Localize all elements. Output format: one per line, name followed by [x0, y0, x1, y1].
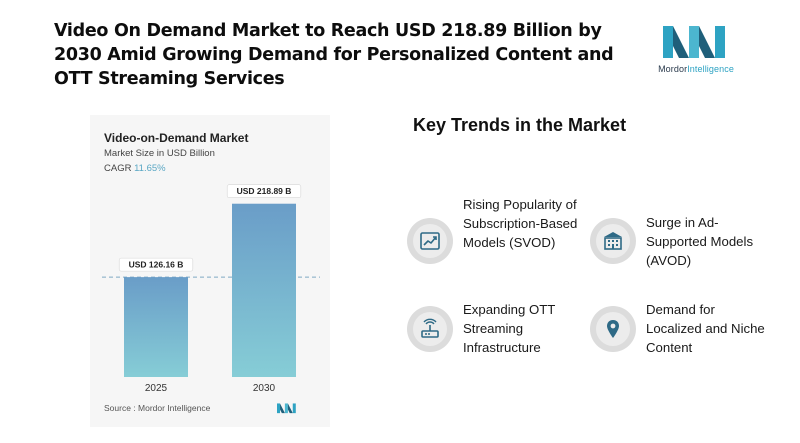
growth-chart-icon: [420, 232, 440, 250]
x-tick-label: 2025: [145, 383, 168, 394]
cagr-label: CAGR: [104, 163, 132, 174]
chart-source: Source : Mordor Intelligence: [104, 403, 211, 413]
value-label: USD 218.89 B: [237, 186, 292, 196]
mordor-intelligence-logo: MordorIntelligence: [648, 22, 744, 82]
trend-text: Expanding OTT Streaming Infrastructure: [463, 302, 556, 355]
chart-title: Video-on-Demand Market: [104, 131, 249, 145]
bar-2025: [124, 277, 188, 377]
logo-text: MordorIntelligence: [648, 64, 744, 74]
trend-item-avod: Surge in Ad-Supported Models (AVOD): [590, 210, 770, 280]
cagr-value: 11.65%: [134, 163, 166, 174]
value-label-box: [118, 257, 194, 272]
trend-item-svod: Rising Popularity of Subscription-Based …: [407, 195, 577, 295]
trend-item-localized-content: Demand for Localized and Niche Content: [590, 300, 770, 360]
brand-name-part1: Mordor: [658, 64, 688, 74]
brand-name-part2: Intelligence: [687, 64, 734, 74]
trend-item-ott-infrastructure: Expanding OTT Streaming Infrastructure: [407, 300, 577, 360]
value-label: USD 126.16 B: [129, 260, 184, 270]
trend-text: Rising Popularity of Subscription-Based …: [463, 197, 578, 250]
bar-2030: [232, 203, 296, 377]
location-pin-icon: [607, 320, 619, 338]
small-logo-icon: [277, 403, 296, 414]
chart-subtitle: Market Size in USD Billion: [104, 148, 215, 159]
chart-cagr: CAGR 11.65%: [104, 163, 166, 174]
trend-icon-circle: [407, 218, 453, 264]
trend-icon-circle: [590, 218, 636, 264]
trend-icon-circle: [407, 306, 453, 352]
chart-panel: Video-on-Demand Market Market Size in US…: [90, 115, 330, 427]
building-icon: [604, 232, 622, 250]
bar-chart: USD 126.16 B 2025 USD 218.89 B 2030: [102, 184, 320, 394]
trend-text: Surge in Ad-Supported Models (AVOD): [646, 215, 754, 268]
value-label-box: [226, 184, 302, 199]
trend-text: Demand for Localized and Niche Content: [646, 302, 765, 355]
key-trends-title: Key Trends in the Market: [413, 115, 627, 135]
logo-mark-icon: [663, 26, 725, 58]
x-tick-label: 2030: [253, 383, 276, 394]
headline: Video On Demand Market to Reach USD 218.…: [54, 21, 614, 89]
trend-icon-circle: [590, 306, 636, 352]
router-icon: [421, 318, 439, 338]
